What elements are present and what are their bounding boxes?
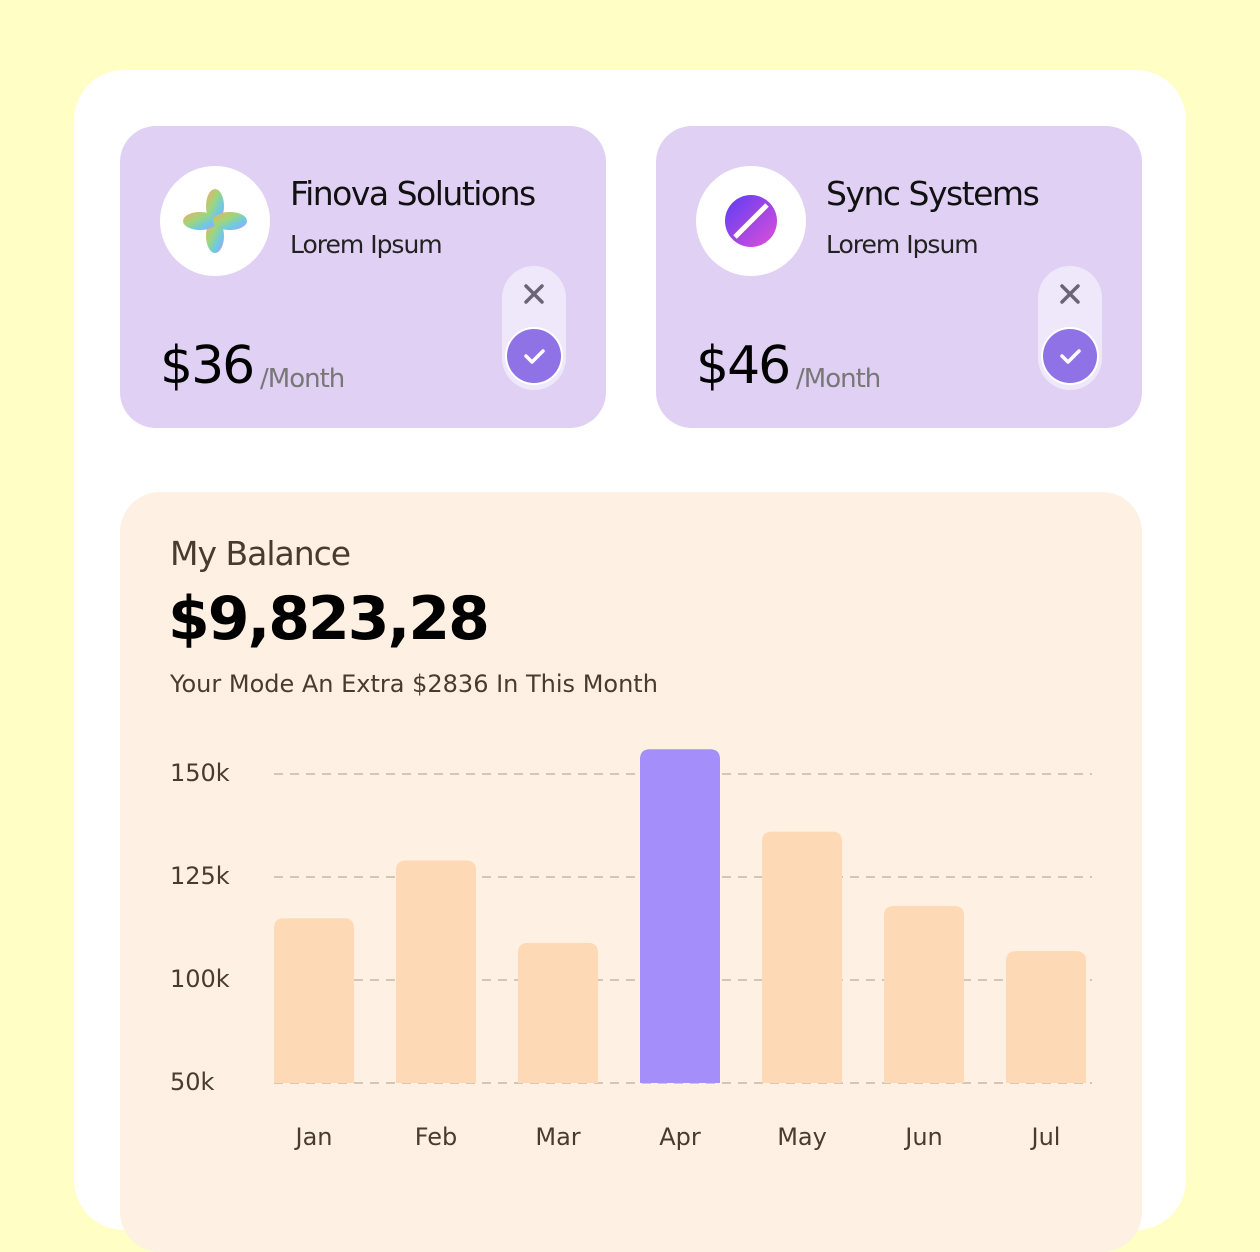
x-tick-label: Mar: [535, 1123, 580, 1151]
toggle-icons: [1041, 284, 1099, 385]
x-tick-label: Jun: [903, 1123, 943, 1151]
toggle-icons: [505, 284, 563, 385]
x-tick-label: Apr: [659, 1123, 701, 1151]
bar: [274, 918, 354, 1083]
price: $36: [160, 336, 255, 396]
toggle[interactable]: [1038, 266, 1102, 390]
balance-label: My Balance: [170, 534, 351, 573]
balance-note: Your Mode An Extra $2836 In This Month: [170, 670, 658, 698]
logo-graphic: [725, 195, 777, 247]
card-subtitle: Lorem Ipsum: [290, 230, 443, 259]
y-tick-label: 50k: [170, 1068, 215, 1096]
bar: [762, 831, 842, 1083]
toggle[interactable]: [502, 266, 566, 390]
subscription-card: Sync Systems Lorem Ipsum $46 /Month: [656, 126, 1142, 428]
bar: [640, 749, 720, 1083]
bar: [884, 905, 964, 1083]
bar: [396, 860, 476, 1083]
card-subtitle: Lorem Ipsum: [826, 230, 979, 259]
card-title: Sync Systems: [826, 174, 1040, 213]
y-tick-label: 125k: [170, 862, 230, 890]
bar: [518, 942, 598, 1083]
balance-amount: $9,823,28: [168, 584, 490, 654]
x-tick-label: Jul: [1030, 1123, 1061, 1151]
logo: [696, 166, 806, 276]
y-tick-label: 100k: [170, 965, 230, 993]
balance-card: My Balance $9,823,28 Your Mode An Extra …: [120, 492, 1142, 1252]
x-tick-label: May: [777, 1123, 827, 1151]
logo-graphic: [183, 189, 247, 253]
bar: [1006, 951, 1086, 1083]
period: /Month: [796, 364, 881, 394]
page: Finova Solutions Lorem Ipsum $36 /Month …: [74, 70, 1186, 1252]
x-tick-label: Feb: [415, 1123, 458, 1151]
subscription-card: Finova Solutions Lorem Ipsum $36 /Month: [120, 126, 606, 428]
period: /Month: [260, 364, 345, 394]
price: $46: [696, 336, 791, 396]
x-tick-label: Jan: [294, 1123, 333, 1151]
chart: 150k 125k 100k 50k Jan Feb Mar Apr May Jun Jul: [170, 749, 1092, 1151]
card-title: Finova Solutions: [290, 174, 536, 213]
logo: [160, 166, 270, 276]
y-tick-label: 150k: [170, 759, 230, 787]
